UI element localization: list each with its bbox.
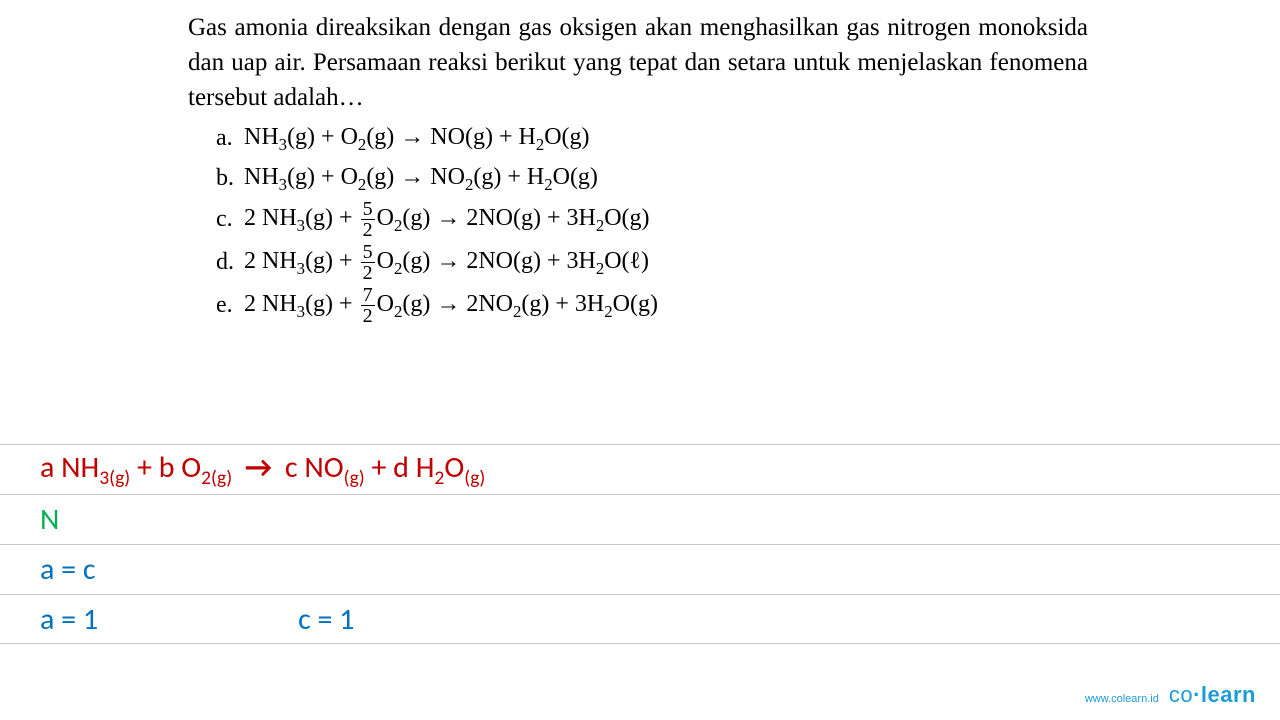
- value-c: c = 1: [298, 601, 354, 638]
- question-paragraph: Gas amonia direaksikan dengan gas oksige…: [188, 10, 1088, 115]
- value-a: a = 1: [40, 601, 98, 638]
- footer-url: www.colearn.id: [1085, 693, 1159, 705]
- option-equation: 2 NH3(g) + 72O2(g) → 2NO2(g) + 3H2O(g): [244, 285, 658, 326]
- logo-learn: learn: [1201, 682, 1256, 707]
- option-letter: a.: [216, 120, 244, 156]
- footer-logo: co·learn: [1169, 682, 1256, 708]
- option-equation: 2 NH3(g) + 52O2(g) → 2NO(g) + 3H2O(g): [244, 199, 650, 240]
- footer: www.colearn.id co·learn: [1085, 682, 1256, 708]
- work-row-1: a NH3(g) + b O2(g) → c NO(g) + d H2O(g): [0, 444, 1280, 494]
- option-row: b.NH3(g) + O2(g) → NO2(g) + H2O(g): [216, 159, 1088, 197]
- option-row: a.NH3(g) + O2(g) → NO(g) + H2O(g): [216, 119, 1088, 157]
- ruled-work-area: a NH3(g) + b O2(g) → c NO(g) + d H2O(g) …: [0, 444, 1280, 644]
- option-equation: 2 NH3(g) + 52O2(g) → 2NO(g) + 3H2O(ℓ): [244, 242, 649, 283]
- balanced-equation-template: a NH3(g) + b O2(g) → c NO(g) + d H2O(g): [40, 449, 485, 490]
- option-letter: b.: [216, 160, 244, 196]
- work-row-4: a = 1 c = 1: [0, 594, 1280, 644]
- option-row: c.2 NH3(g) + 52O2(g) → 2NO(g) + 3H2O(g): [216, 199, 1088, 240]
- relation-a-c: a = c: [40, 551, 96, 588]
- work-row-3: a = c: [0, 544, 1280, 594]
- options-list: a.NH3(g) + O2(g) → NO(g) + H2O(g)b.NH3(g…: [188, 119, 1088, 326]
- work-row-2: N: [0, 494, 1280, 544]
- question-block: Gas amonia direaksikan dengan gas oksige…: [188, 10, 1088, 328]
- logo-co: co: [1169, 682, 1193, 707]
- option-equation: NH3(g) + O2(g) → NO(g) + H2O(g): [244, 119, 590, 157]
- logo-dot: ·: [1193, 682, 1201, 707]
- option-equation: NH3(g) + O2(g) → NO2(g) + H2O(g): [244, 159, 598, 197]
- element-n-label: N: [40, 501, 59, 538]
- option-row: d.2 NH3(g) + 52O2(g) → 2NO(g) + 3H2O(ℓ): [216, 242, 1088, 283]
- option-letter: e.: [216, 287, 244, 323]
- values-a-c: a = 1 c = 1: [40, 601, 355, 638]
- option-letter: d.: [216, 244, 244, 280]
- option-row: e.2 NH3(g) + 72O2(g) → 2NO2(g) + 3H2O(g): [216, 285, 1088, 326]
- option-letter: c.: [216, 201, 244, 237]
